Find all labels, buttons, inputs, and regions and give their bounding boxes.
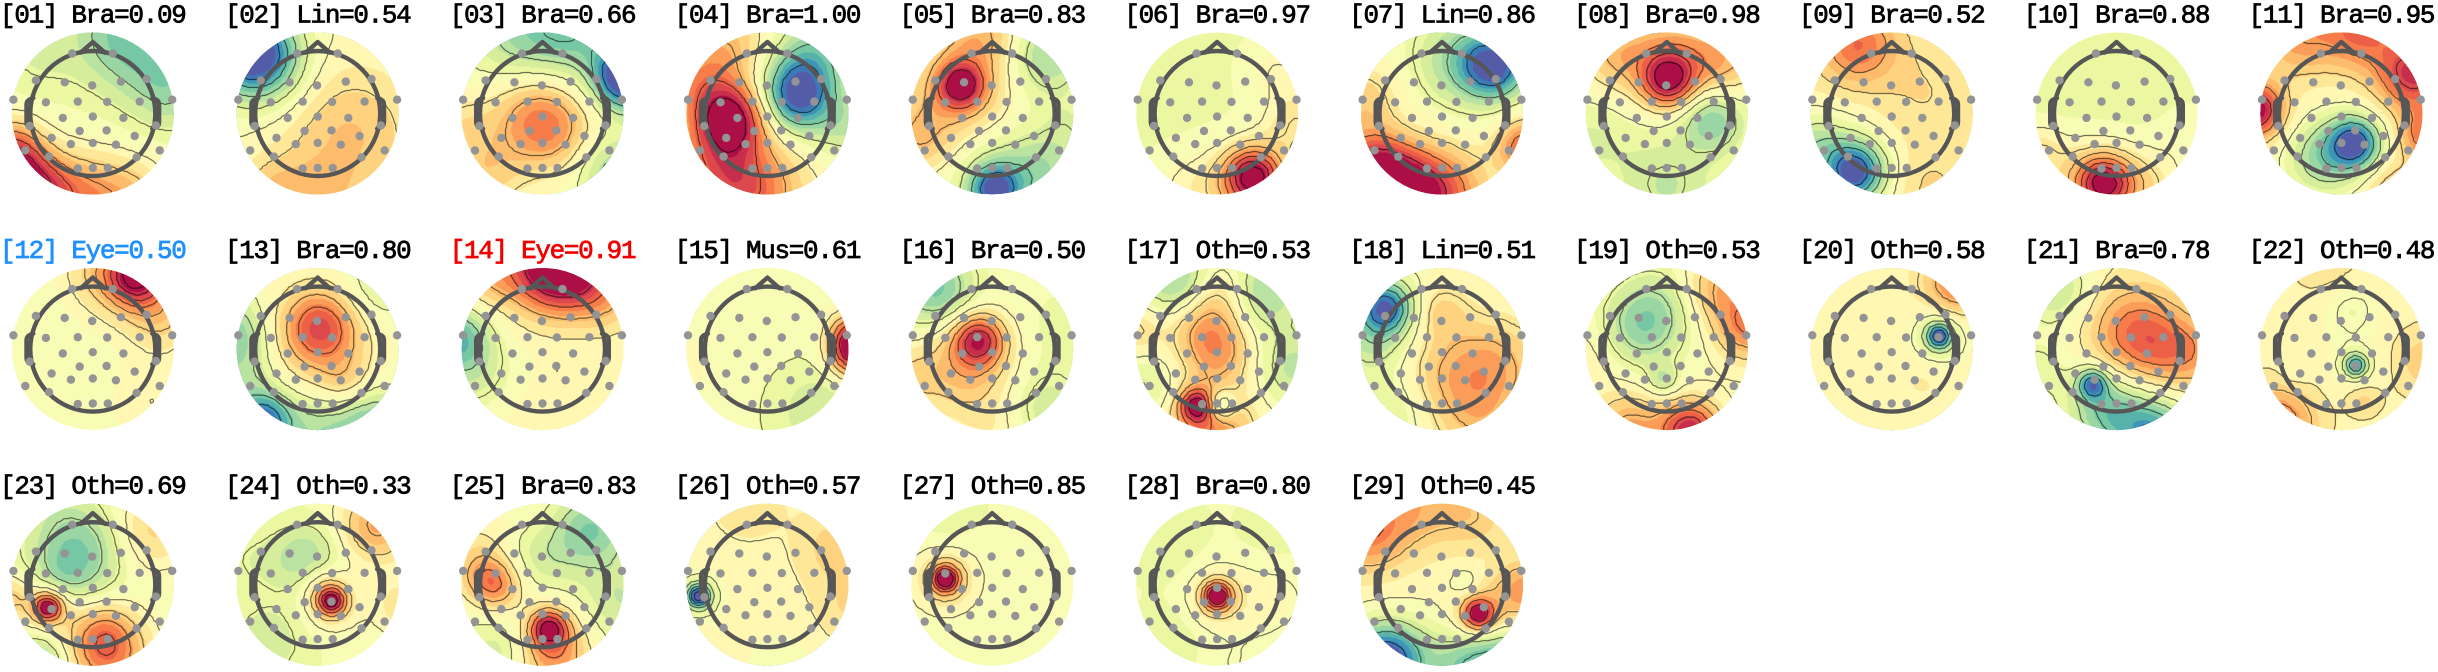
svg-text:[28] Bra=0.80: [28] Bra=0.80: [1124, 472, 1309, 502]
svg-text:[16] Bra=0.50: [16] Bra=0.50: [899, 236, 1084, 266]
svg-text:[13] Bra=0.80: [13] Bra=0.80: [225, 236, 410, 266]
svg-text:[07] Lin=0.86: [07] Lin=0.86: [1349, 0, 1534, 30]
svg-text:[11] Bra=0.95: [11] Bra=0.95: [2249, 0, 2434, 30]
svg-text:[25] Bra=0.83: [25] Bra=0.83: [450, 472, 635, 502]
svg-text:[03] Bra=0.66: [03] Bra=0.66: [450, 0, 635, 30]
svg-text:[01] Bra=0.09: [01] Bra=0.09: [0, 0, 185, 30]
svg-text:[14] Eye=0.91: [14] Eye=0.91: [450, 236, 636, 266]
svg-text:[26] Oth=0.57: [26] Oth=0.57: [675, 472, 860, 502]
svg-text:[05] Bra=0.83: [05] Bra=0.83: [899, 0, 1084, 30]
svg-text:[24] Oth=0.33: [24] Oth=0.33: [225, 472, 410, 502]
svg-text:[15] Mus=0.61: [15] Mus=0.61: [675, 236, 861, 266]
svg-text:[20] Oth=0.58: [20] Oth=0.58: [1799, 236, 1984, 266]
svg-text:[06] Bra=0.97: [06] Bra=0.97: [1124, 0, 1309, 30]
svg-text:[21] Bra=0.78: [21] Bra=0.78: [2024, 236, 2209, 266]
svg-text:[27] Oth=0.85: [27] Oth=0.85: [899, 472, 1084, 502]
svg-text:[02] Lin=0.54: [02] Lin=0.54: [225, 0, 411, 30]
svg-text:[10] Bra=0.88: [10] Bra=0.88: [2024, 0, 2209, 30]
svg-text:[08] Bra=0.98: [08] Bra=0.98: [1574, 0, 1759, 30]
svg-text:[29] Oth=0.45: [29] Oth=0.45: [1349, 472, 1534, 502]
svg-text:[12] Eye=0.50: [12] Eye=0.50: [0, 236, 185, 266]
svg-text:[09] Bra=0.52: [09] Bra=0.52: [1799, 0, 1984, 30]
svg-text:[22] Oth=0.48: [22] Oth=0.48: [2249, 236, 2434, 266]
svg-text:[18] Lin=0.51: [18] Lin=0.51: [1349, 236, 1535, 266]
svg-text:[04] Bra=1.00: [04] Bra=1.00: [675, 0, 860, 30]
svg-text:[23] Oth=0.69: [23] Oth=0.69: [0, 472, 185, 502]
svg-text:[19] Oth=0.53: [19] Oth=0.53: [1574, 236, 1759, 266]
svg-text:[17] Oth=0.53: [17] Oth=0.53: [1124, 236, 1309, 266]
